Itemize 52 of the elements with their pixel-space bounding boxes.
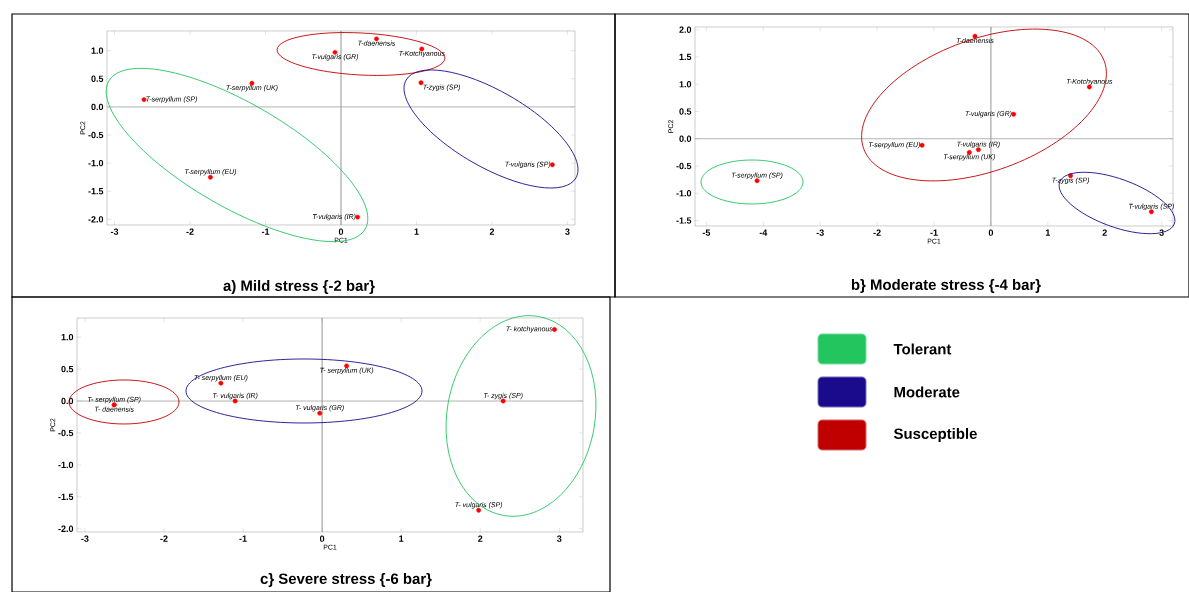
x-tick-label: -1 bbox=[261, 228, 270, 235]
text: b} Moderate stress {-4 bar} bbox=[851, 279, 1041, 293]
x-tick-label: -1 bbox=[930, 229, 938, 236]
point bbox=[418, 80, 424, 86]
x-tick-label: 2 bbox=[1102, 229, 1107, 236]
x-tick-label: -5 bbox=[702, 229, 711, 236]
x-tick-label: 1 bbox=[1045, 229, 1051, 236]
x-tick-label: 0 bbox=[338, 228, 344, 235]
y-tick-label: 1.0 bbox=[61, 333, 74, 341]
y-tick-label: -1.5 bbox=[58, 493, 74, 500]
category-label: Moderate bbox=[894, 386, 960, 398]
x-tick-label: 2 bbox=[478, 535, 483, 542]
y-tick-label: -2.0 bbox=[58, 525, 74, 532]
x-tick-label: 1 bbox=[399, 535, 404, 542]
category-label: Tolerant bbox=[893, 343, 952, 355]
x-tick-label: 2 bbox=[489, 228, 495, 235]
text: a) Mild stress {-2 bar} bbox=[223, 280, 375, 294]
x-tick-label: 0 bbox=[988, 229, 994, 236]
y-tick-label: -0.5 bbox=[676, 162, 692, 170]
y-tick-label: -1.5 bbox=[676, 217, 692, 224]
x-tick-label: -3 bbox=[81, 535, 89, 542]
y-tick-label: -1.0 bbox=[676, 190, 692, 197]
category-label: Susceptible bbox=[893, 428, 977, 442]
x-tick-label: 0 bbox=[319, 535, 325, 542]
text: c} Severe stress {-6 bar} bbox=[260, 573, 432, 587]
y-tick-label: -1.0 bbox=[58, 461, 74, 469]
y-tick-label: 0.0 bbox=[679, 135, 692, 142]
y-tick-label: 1.5 bbox=[679, 53, 692, 61]
x-tick-label: -1 bbox=[239, 535, 247, 542]
y-tick-label: -0.5 bbox=[88, 131, 104, 139]
y-tick-label: 1.0 bbox=[679, 81, 692, 88]
x-tick-label: -2 bbox=[873, 229, 881, 236]
y-tick-label: 0.0 bbox=[91, 103, 104, 111]
x-tick-label: 3 bbox=[557, 535, 562, 542]
x-tick-label: 3 bbox=[1159, 229, 1164, 236]
y-tick-label: 0.5 bbox=[679, 108, 692, 115]
y-tick-label: -2.0 bbox=[88, 216, 104, 223]
y-tick-label: -1.5 bbox=[88, 188, 104, 195]
x-tick-label: -2 bbox=[160, 535, 168, 542]
x-tick-label: -3 bbox=[110, 228, 119, 235]
y-tick-label: 1.0 bbox=[91, 47, 104, 54]
y-tick-label: 0.5 bbox=[91, 75, 104, 82]
x-tick-label: -3 bbox=[816, 229, 824, 236]
y-tick-label: 0.5 bbox=[61, 365, 74, 373]
y-tick-label: -0.5 bbox=[58, 429, 74, 437]
y-tick-label: -1.0 bbox=[88, 159, 104, 167]
x-tick-label: -2 bbox=[186, 228, 194, 235]
x-tick-label: 1 bbox=[414, 228, 419, 235]
x-tick-label: 3 bbox=[565, 228, 570, 235]
x-tick-label: -4 bbox=[759, 229, 768, 236]
y-tick-label: 2.0 bbox=[679, 26, 692, 33]
y-tick-label: 0.0 bbox=[61, 397, 74, 405]
